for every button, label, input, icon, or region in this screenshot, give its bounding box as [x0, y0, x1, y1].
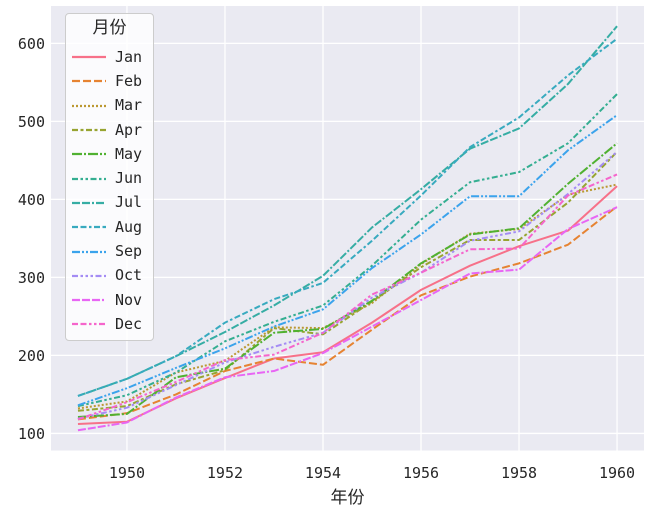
x-tick-label: 1952 [207, 464, 243, 482]
legend-line-swatch [72, 153, 106, 156]
x-tick-label: 1960 [599, 464, 635, 482]
legend-label: Dec [115, 314, 143, 333]
legend-line-swatch [72, 104, 106, 107]
legend-item-may: May [66, 142, 153, 166]
legend-label: Sep [115, 242, 143, 261]
legend-line-swatch [72, 323, 106, 326]
legend-label: Oct [115, 266, 143, 285]
legend-item-mar: Mar [66, 94, 153, 118]
y-tick-label: 200 [18, 347, 45, 365]
legend-item-jan: Jan [66, 45, 153, 69]
legend-item-sep: Sep [66, 239, 153, 263]
legend-line-swatch [72, 56, 106, 59]
legend-item-aug: Aug [66, 215, 153, 239]
x-tick-label: 1954 [305, 464, 341, 482]
legend-label: Feb [115, 71, 143, 90]
series-line-feb [77, 205, 618, 421]
series-lines [77, 25, 618, 432]
legend-label: Aug [115, 217, 143, 236]
series-line-oct [77, 151, 618, 420]
y-tick-label: 300 [18, 269, 45, 287]
legend: 月份 Jan Feb Mar Apr May Jun Jul Aug Sep Oct Nov Dec [65, 13, 154, 341]
legend-line-swatch [72, 299, 106, 302]
legend-label: Nov [115, 290, 143, 309]
legend-items: Jan Feb Mar Apr May Jun Jul Aug Sep Oct Nov Dec [66, 45, 153, 337]
legend-item-dec: Dec [66, 312, 153, 336]
legend-title: 月份 [92, 18, 127, 38]
series-line-nov [77, 206, 618, 432]
legend-item-nov: Nov [66, 288, 153, 312]
legend-item-feb: Feb [66, 69, 153, 93]
legend-item-oct: Oct [66, 264, 153, 288]
x-tick-label: 1958 [501, 464, 537, 482]
legend-line-swatch [72, 226, 106, 229]
y-tick-label: 600 [18, 35, 45, 53]
series-line-may [77, 142, 618, 419]
legend-item-jun: Jun [66, 166, 153, 190]
legend-line-swatch [72, 177, 106, 180]
y-tick-label: 500 [18, 113, 45, 131]
legend-item-jul: Jul [66, 191, 153, 215]
legend-label: May [115, 144, 143, 163]
series-line-sep [77, 114, 618, 407]
y-tick-label: 400 [18, 191, 45, 209]
legend-line-swatch [72, 250, 106, 253]
legend-label: Jun [115, 169, 143, 188]
x-tick-label: 1956 [403, 464, 439, 482]
series-line-aug [77, 37, 618, 397]
tick-labels: 100 200 300 400 500 600 1950 1952 1954 1956 1958 19… [18, 35, 635, 482]
series-line-jun [77, 93, 618, 408]
legend-line-swatch [72, 274, 106, 277]
legend-item-apr: Apr [66, 118, 153, 142]
x-tick-label: 1950 [109, 464, 145, 482]
x-axis-label: 年份 [331, 488, 365, 508]
legend-label: Jul [115, 193, 143, 212]
series-line-dec [77, 173, 618, 421]
legend-label: Jan [115, 47, 143, 66]
legend-line-swatch [72, 128, 106, 132]
legend-line-swatch [72, 201, 106, 205]
legend-label: Apr [115, 120, 143, 139]
legend-line-swatch [72, 80, 106, 83]
y-tick-label: 100 [18, 425, 45, 443]
legend-label: Mar [115, 96, 143, 115]
